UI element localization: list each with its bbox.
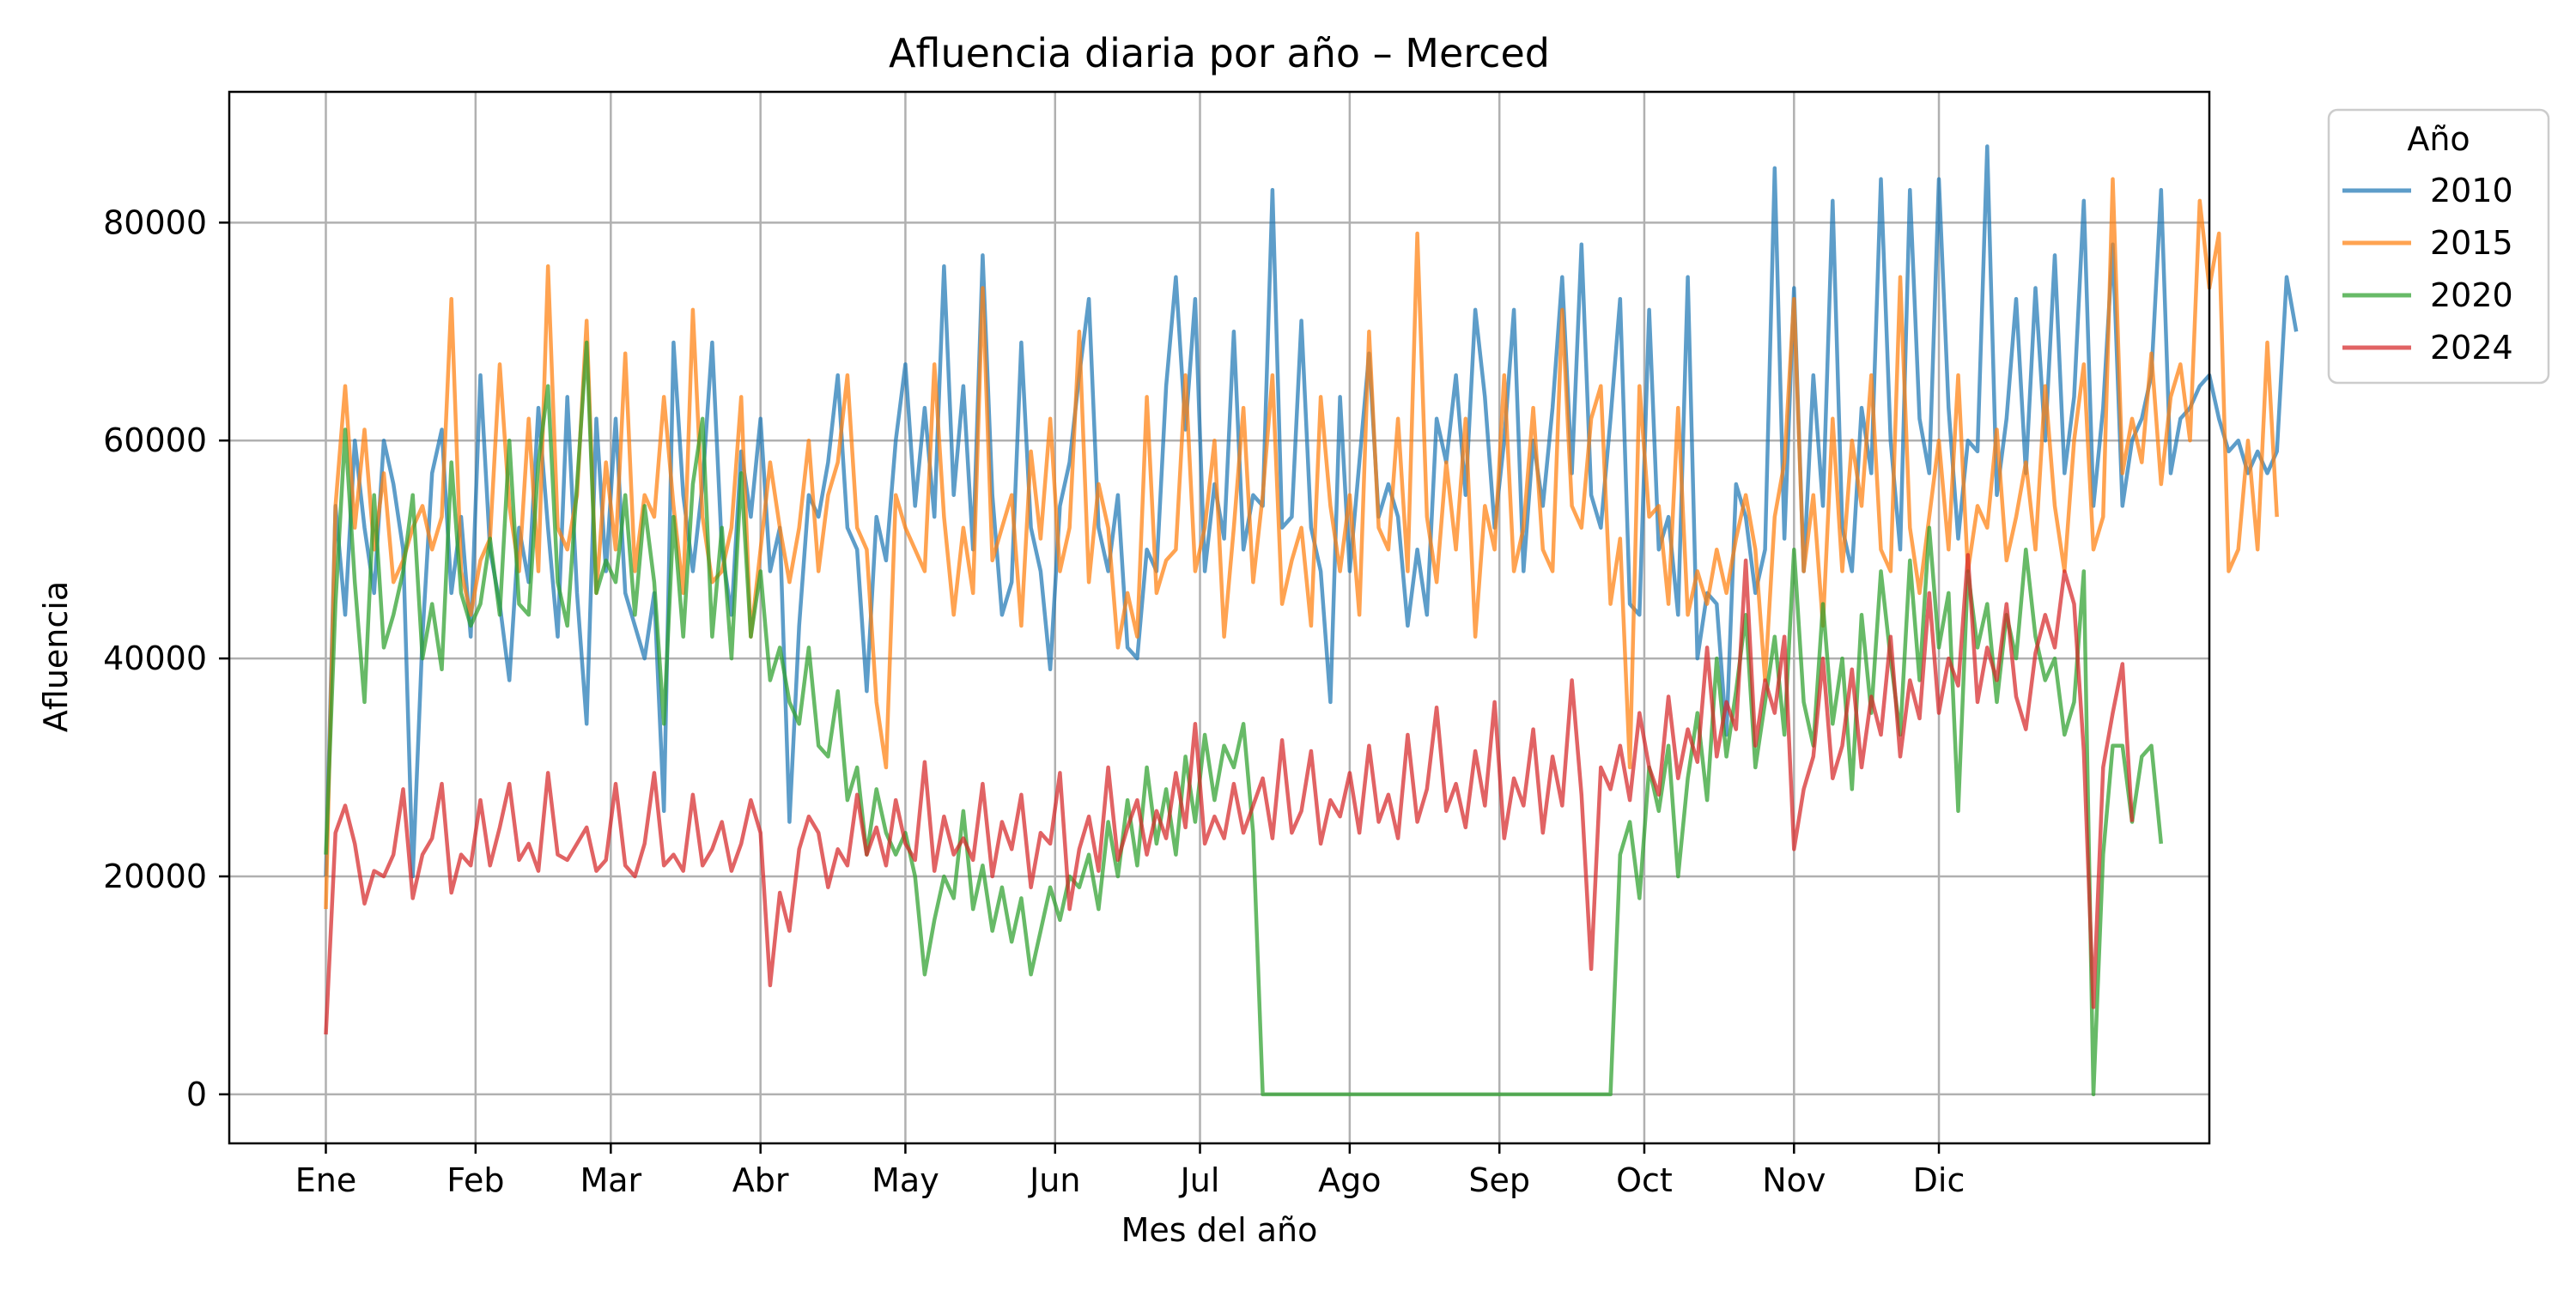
legend-entry-2010: 2010 xyxy=(2430,172,2513,209)
x-tick-label: Abr xyxy=(732,1161,789,1199)
x-tick-label: Dic xyxy=(1913,1161,1965,1199)
x-axis-label: Mes del año xyxy=(1121,1211,1318,1249)
y-tick-label: 80000 xyxy=(103,203,207,241)
series-lines xyxy=(324,144,2299,1097)
legend-title: Año xyxy=(2407,120,2470,158)
y-tick-label: 20000 xyxy=(103,858,207,895)
x-tick-label: Jun xyxy=(1028,1161,1080,1199)
y-tick-label: 60000 xyxy=(103,421,207,459)
chart-title: Afluencia diaria por año – Merced xyxy=(889,30,1550,76)
x-tick-label: Nov xyxy=(1762,1161,1826,1199)
y-tick-label: 40000 xyxy=(103,639,207,677)
series-line-2015 xyxy=(324,177,2279,910)
x-tick-label: Ago xyxy=(1318,1161,1381,1199)
series-line-2020 xyxy=(324,340,2164,1097)
x-tick-label: Mar xyxy=(580,1161,641,1199)
series-line-2024 xyxy=(324,553,2135,1035)
x-tick-label: Oct xyxy=(1616,1161,1673,1199)
x-tick-label: Jul xyxy=(1179,1161,1220,1199)
y-tick-label: 0 xyxy=(186,1076,207,1113)
legend: Año 2010 2015 2020 2024 xyxy=(2327,108,2550,385)
x-tick-label: Feb xyxy=(447,1161,504,1199)
legend-frame xyxy=(2327,108,2550,385)
x-tick-label: Ene xyxy=(295,1161,356,1199)
y-axis-ticks: 0 20000 40000 60000 80000 xyxy=(103,203,229,1113)
legend-entry-2024: 2024 xyxy=(2430,329,2513,367)
legend-entry-2015: 2015 xyxy=(2430,224,2513,262)
legend-entry-2020: 2020 xyxy=(2430,276,2513,314)
plot-area-border xyxy=(228,90,2211,1145)
x-tick-label: Sep xyxy=(1468,1161,1530,1199)
x-tick-label: May xyxy=(872,1161,939,1199)
x-axis-ticks: Ene Feb Mar Abr May Jun Jul Ago Sep Oct Nov Dic xyxy=(295,1143,1965,1199)
y-axis-label: Afluencia xyxy=(37,581,75,732)
